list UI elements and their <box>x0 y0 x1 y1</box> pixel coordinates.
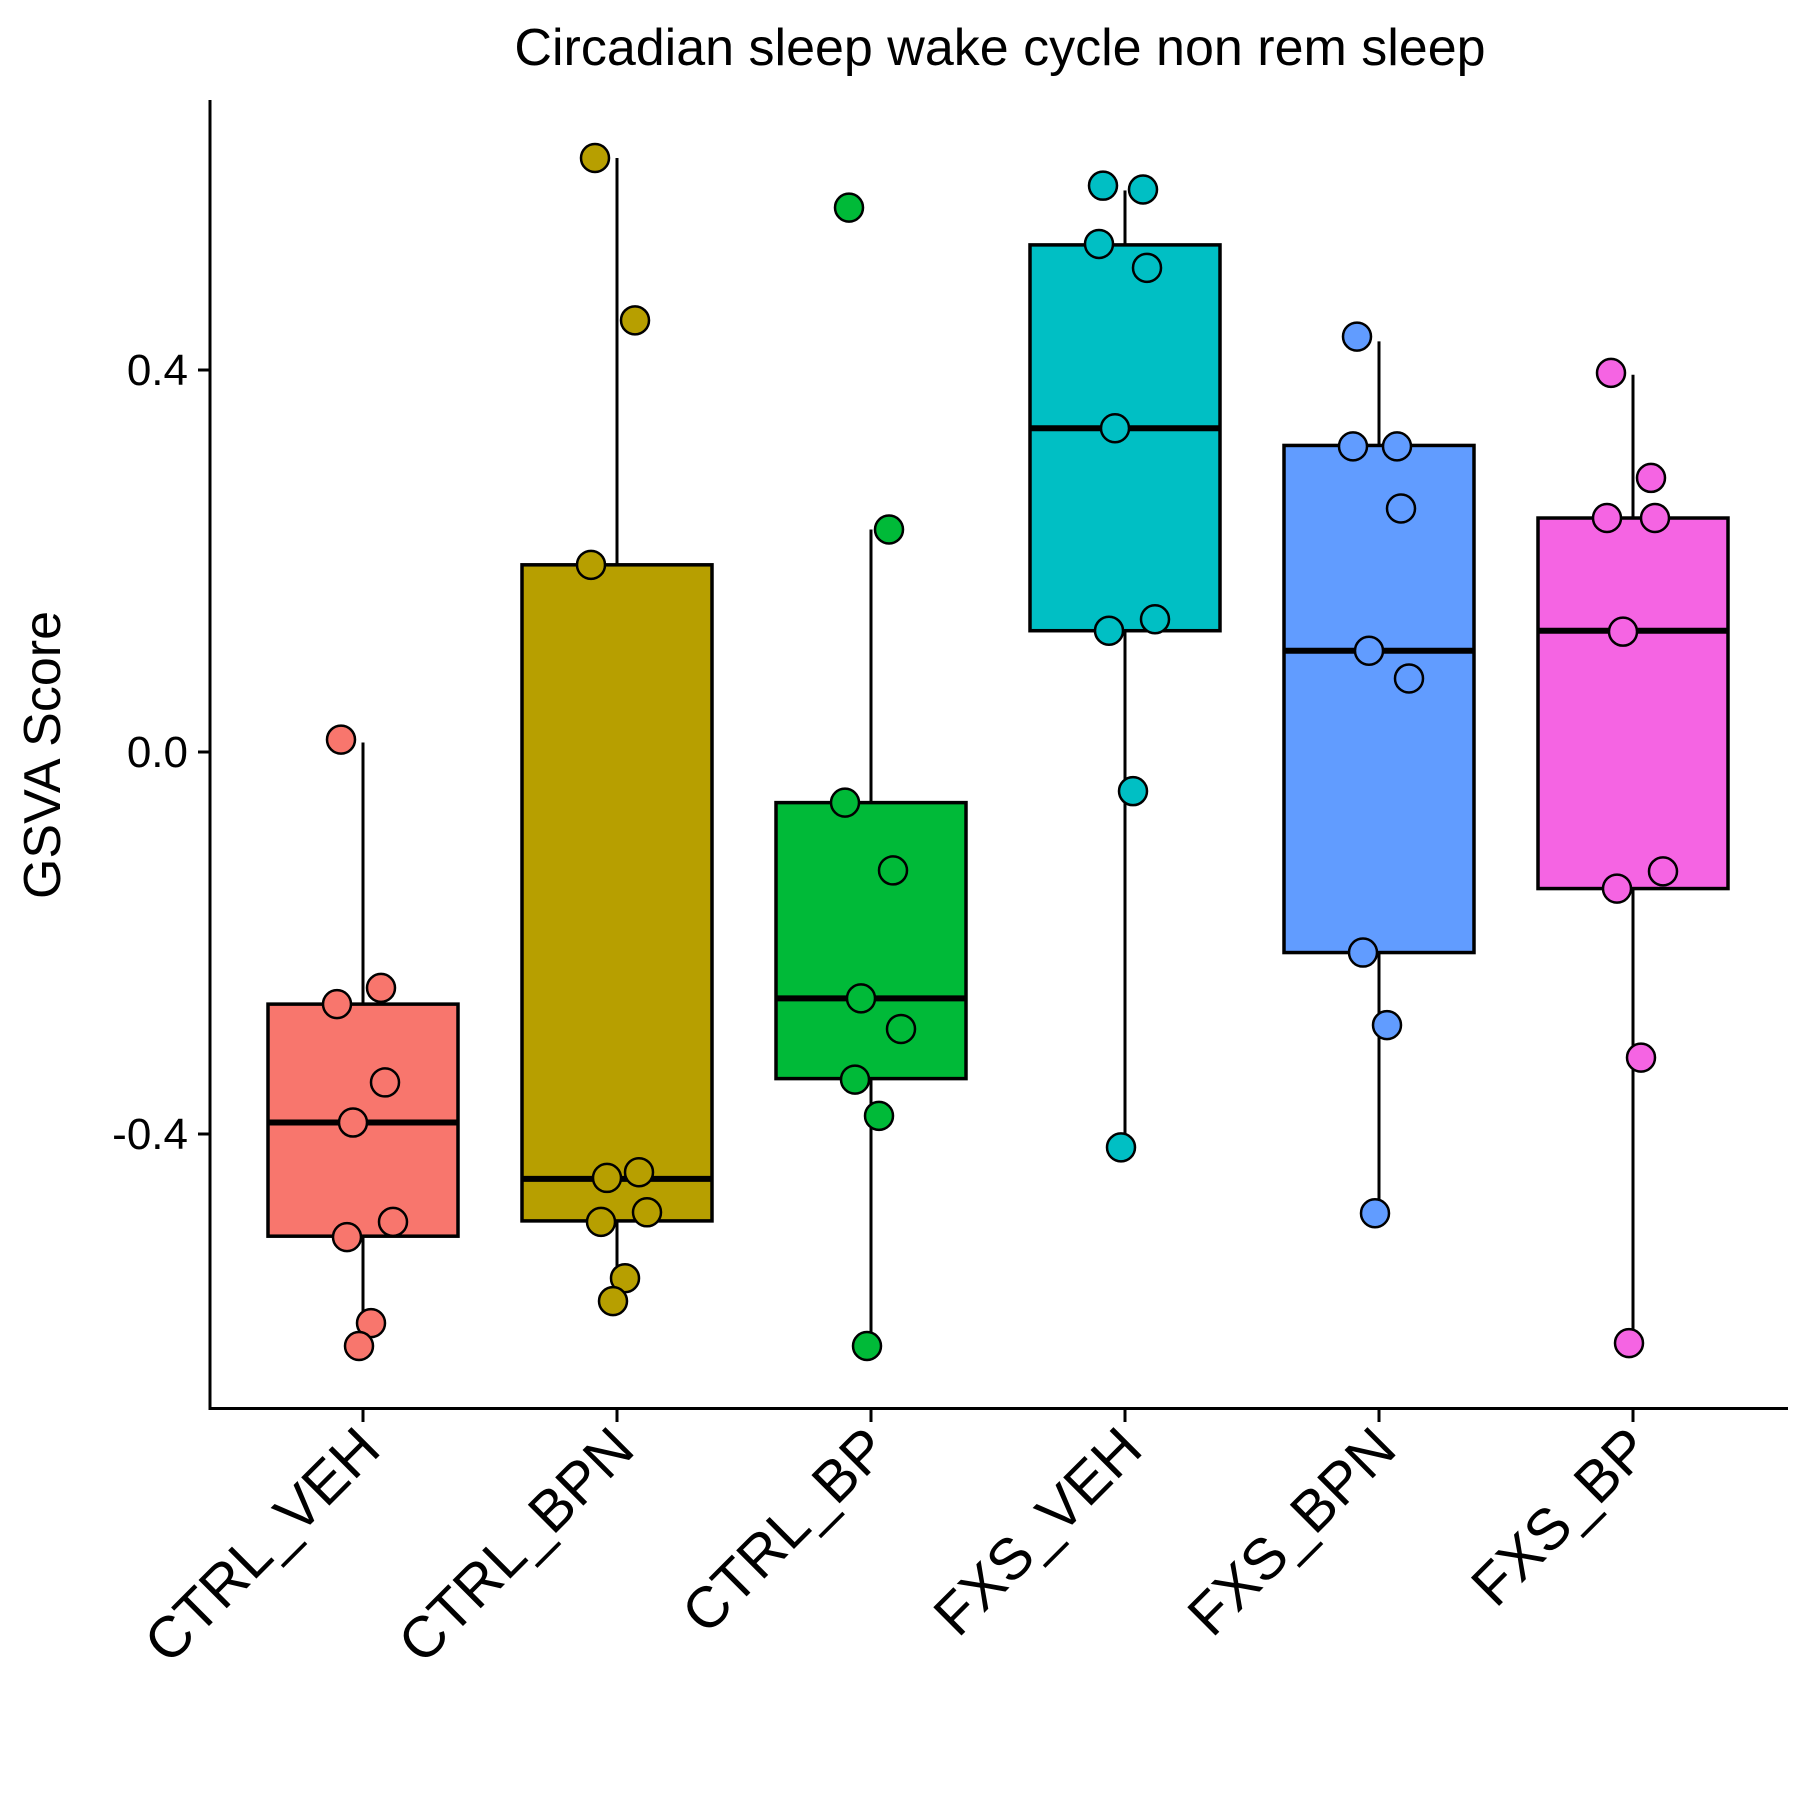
data-point <box>1337 431 1369 462</box>
data-point <box>885 1013 917 1045</box>
data-point <box>1139 604 1171 635</box>
data-point <box>1393 663 1425 694</box>
box-group-fxs-bp <box>1536 357 1730 1359</box>
data-point <box>1127 174 1159 205</box>
data-point <box>1099 413 1131 444</box>
box-group-ctrl-bpn <box>520 142 714 1317</box>
x-tick-label: FXS_BP <box>1459 1415 1662 1618</box>
data-point <box>321 988 353 1020</box>
data-point <box>833 192 865 223</box>
data-point <box>1371 1009 1403 1041</box>
x-tick-label: CTRL_BP <box>670 1415 901 1646</box>
data-point <box>1093 615 1125 646</box>
data-point <box>337 1107 369 1138</box>
data-point <box>579 142 611 174</box>
data-point <box>585 1206 617 1238</box>
data-point <box>1083 228 1115 260</box>
data-point <box>597 1285 629 1317</box>
data-point <box>1347 937 1379 968</box>
x-tick-label: CTRL_BPN <box>386 1415 646 1675</box>
y-axis-title: GSVA Score <box>14 611 72 899</box>
data-point <box>1117 775 1149 807</box>
data-point <box>1381 431 1413 462</box>
box-group-ctrl-veh <box>266 724 460 1362</box>
chart-title: Circadian sleep wake cycle non rem sleep <box>514 19 1485 77</box>
data-point <box>877 855 909 886</box>
data-point <box>325 724 357 755</box>
data-point <box>1341 321 1373 352</box>
data-point <box>1087 170 1119 201</box>
data-point <box>1625 1042 1657 1073</box>
data-point <box>1359 1198 1391 1229</box>
data-point <box>1105 1132 1137 1163</box>
box-group-ctrl-bp <box>774 192 968 1362</box>
data-point <box>839 1064 871 1095</box>
data-point <box>845 983 877 1014</box>
data-point <box>829 787 861 818</box>
data-point <box>1353 635 1385 667</box>
data-point <box>591 1162 623 1194</box>
data-point <box>365 972 397 1004</box>
box-group-fxs-bpn <box>1282 321 1476 1229</box>
box-group-fxs-veh <box>1028 170 1222 1163</box>
plot-area <box>266 142 1730 1362</box>
x-tick-label: FXS_BPN <box>1175 1415 1408 1648</box>
data-point <box>1613 1327 1645 1359</box>
y-tick-label: 0.0 <box>127 728 188 777</box>
data-point <box>1601 873 1633 904</box>
data-point <box>631 1197 663 1228</box>
iqr-box <box>1282 443 1476 955</box>
data-point <box>619 305 651 336</box>
iqr-box <box>1536 516 1730 891</box>
y-tick-label: -0.4 <box>112 1110 188 1159</box>
iqr-box <box>774 800 968 1081</box>
data-point <box>623 1156 655 1188</box>
data-point <box>1647 856 1679 887</box>
data-point <box>1591 502 1623 534</box>
data-point <box>1385 493 1417 524</box>
data-point <box>1131 252 1163 284</box>
data-point <box>575 549 607 581</box>
data-point <box>369 1067 401 1098</box>
data-point <box>331 1221 363 1253</box>
data-point <box>1639 502 1671 534</box>
data-point <box>343 1330 375 1362</box>
data-point <box>1607 616 1639 647</box>
x-tick-label: FXS_VEH <box>921 1415 1154 1648</box>
data-point <box>1595 357 1627 389</box>
data-point <box>377 1206 409 1238</box>
data-point <box>1635 462 1667 494</box>
x-tick-label: CTRL_VEH <box>132 1415 392 1675</box>
data-point <box>873 514 905 545</box>
iqr-box <box>520 563 714 1223</box>
y-tick-label: 0.4 <box>127 346 188 395</box>
data-point <box>863 1100 895 1132</box>
data-point <box>851 1330 883 1362</box>
